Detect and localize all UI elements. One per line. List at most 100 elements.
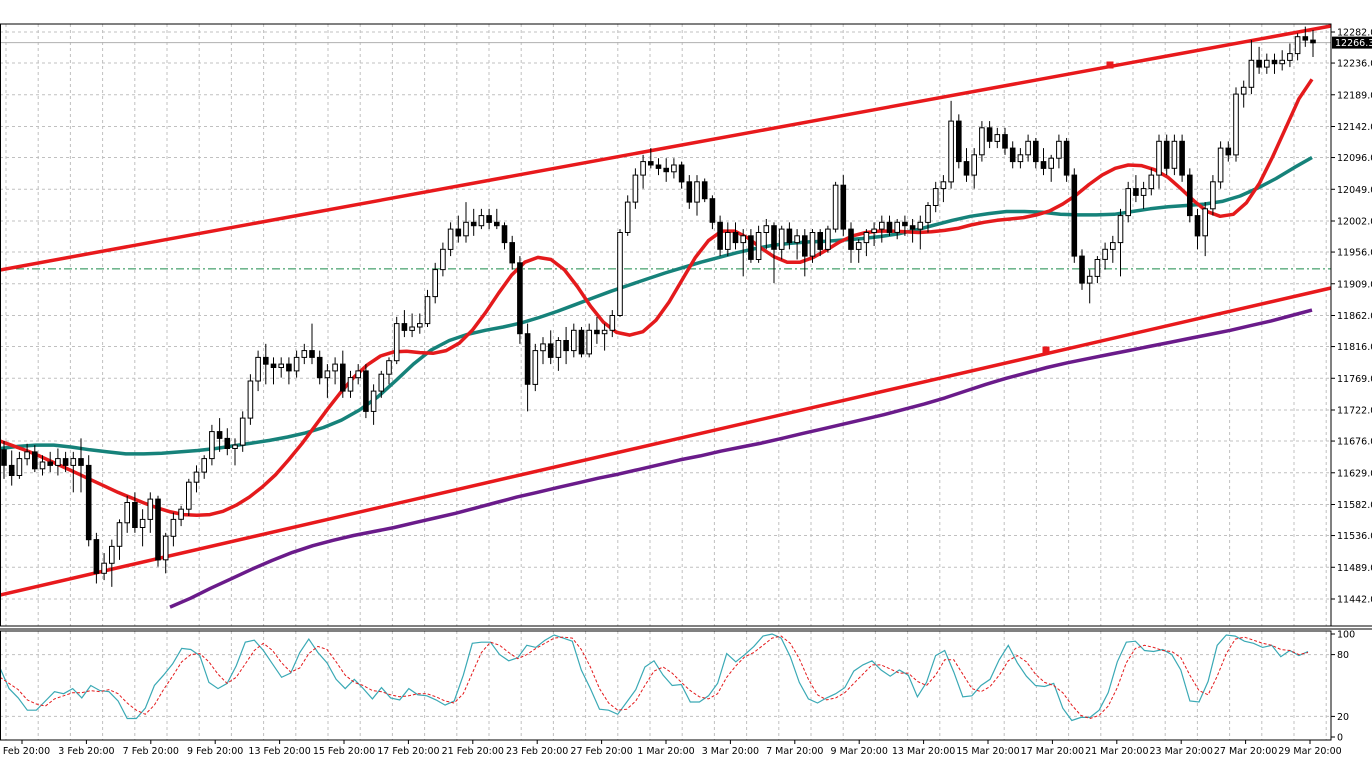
candle-body xyxy=(47,461,54,466)
price-tick-label: 11442.0 xyxy=(1337,595,1372,606)
candle-body xyxy=(224,437,231,449)
candle xyxy=(871,222,877,246)
candle-body xyxy=(417,323,423,328)
candle-body xyxy=(1025,140,1031,156)
candle-body xyxy=(1040,161,1047,169)
candle xyxy=(455,215,462,243)
time-tick-label: 7 Mar 20:00 xyxy=(766,746,823,757)
candle xyxy=(386,357,392,385)
candle-body xyxy=(694,181,700,203)
candle xyxy=(956,114,962,169)
candle xyxy=(840,175,847,236)
candle-body xyxy=(124,502,131,524)
candle-body xyxy=(132,502,138,528)
price-tick-label: 12282.0 xyxy=(1337,28,1372,39)
candle-body xyxy=(101,562,107,574)
candle-body xyxy=(717,221,723,250)
candle-body xyxy=(85,464,92,541)
time-tick-label: 21 Feb 20:00 xyxy=(442,746,504,757)
time-tick-label: 15 Feb 20:00 xyxy=(313,746,375,757)
oscillator-axis: 100 80 20 0 xyxy=(1331,630,1355,744)
time-tick-label: 3 Feb 20:00 xyxy=(58,746,114,757)
candle-body xyxy=(455,228,462,237)
candle xyxy=(786,222,793,250)
time-tick-label: 13 Feb 20:00 xyxy=(248,746,310,757)
candle xyxy=(486,208,492,230)
price-tick-label: 12142.0 xyxy=(1337,122,1372,133)
candle-body xyxy=(825,228,831,250)
candle-body xyxy=(1187,174,1193,217)
candle xyxy=(85,455,92,547)
candle-body xyxy=(8,464,15,476)
candle xyxy=(463,202,469,243)
candle xyxy=(347,370,354,398)
candle-body xyxy=(255,356,261,382)
candle-body xyxy=(524,333,531,385)
candle xyxy=(555,337,562,371)
candle xyxy=(1187,168,1193,223)
candle-body xyxy=(1171,140,1178,169)
time-tick-label: 1 Feb 20:00 xyxy=(0,746,50,757)
candle xyxy=(116,519,123,560)
candle xyxy=(193,465,200,493)
candle-body xyxy=(778,228,785,250)
candle xyxy=(263,343,269,385)
time-tick-label: 3 Mar 20:00 xyxy=(702,746,759,757)
candle-body xyxy=(832,184,839,230)
candle xyxy=(509,235,515,270)
candle xyxy=(255,350,261,392)
candle-body xyxy=(1063,140,1070,176)
candle xyxy=(1048,154,1055,182)
candle xyxy=(632,168,639,209)
oscillator-tick-label: 0 xyxy=(1337,733,1343,744)
candle xyxy=(62,451,69,473)
candle xyxy=(609,310,616,338)
candle xyxy=(1009,141,1016,169)
candle xyxy=(963,148,970,182)
candle xyxy=(886,215,893,236)
time-tick-label: 9 Mar 20:00 xyxy=(831,746,888,757)
candle-body xyxy=(278,363,284,369)
time-tick-label: 23 Mar 20:00 xyxy=(1149,746,1212,757)
candle-body xyxy=(178,508,184,520)
candle-body xyxy=(1117,215,1124,244)
oscillator-tick-label: 20 xyxy=(1337,712,1349,723)
stochastic-main-line xyxy=(0,633,1309,722)
candlesticks xyxy=(1,26,1316,587)
chart-frame xyxy=(0,23,1372,741)
ma-fast-line xyxy=(0,78,1314,518)
candle-body xyxy=(601,329,608,335)
candle xyxy=(1133,175,1139,203)
candle-body xyxy=(332,363,338,372)
candle-body xyxy=(1248,59,1255,88)
candle-body xyxy=(794,235,800,244)
candle xyxy=(1,441,7,479)
candle-body xyxy=(116,522,123,547)
candle-body xyxy=(701,181,708,200)
candle-body xyxy=(748,235,754,260)
candle xyxy=(594,316,600,344)
candle-body xyxy=(1017,154,1024,163)
candle-body xyxy=(902,221,908,227)
candle-body xyxy=(1048,157,1055,169)
time-tick-label: 9 Feb 20:00 xyxy=(187,746,243,757)
candle xyxy=(717,215,723,257)
candle xyxy=(655,158,662,176)
candle xyxy=(1294,33,1301,61)
candle-body xyxy=(55,458,61,466)
price-tick-label: 11909.0 xyxy=(1337,279,1372,290)
candle xyxy=(1094,256,1101,284)
candle-body xyxy=(917,221,924,230)
candle-body xyxy=(16,458,23,477)
candle xyxy=(1225,141,1232,162)
price-tick-label: 11536.0 xyxy=(1337,531,1372,542)
candle xyxy=(1202,202,1209,257)
candle-body xyxy=(147,498,154,520)
candle xyxy=(378,370,385,398)
candle xyxy=(994,127,1001,149)
candle-body xyxy=(155,498,161,561)
time-tick-label: 21 Mar 20:00 xyxy=(1085,746,1148,757)
candle-body xyxy=(586,329,593,355)
candle xyxy=(1310,29,1316,57)
candle-body xyxy=(378,373,385,392)
